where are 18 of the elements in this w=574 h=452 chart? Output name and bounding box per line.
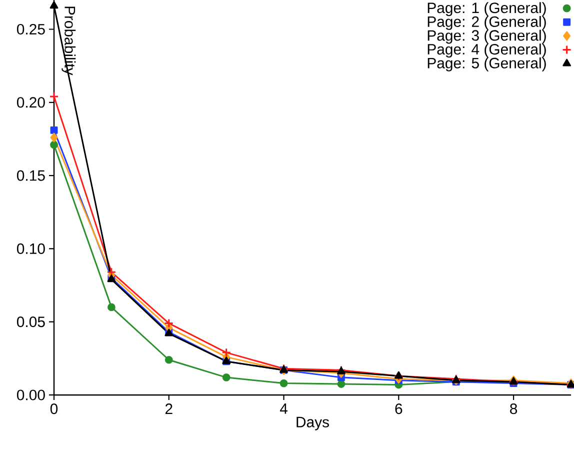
x-tick-label: 6	[395, 404, 402, 414]
x-axis-title: Days	[296, 416, 329, 430]
y-tick-label: 0.25	[16, 24, 45, 35]
x-tick-label: 0	[50, 404, 58, 414]
legend-label: Page: 1 (General)	[428, 2, 546, 16]
y-tick-label: 0.00	[16, 390, 45, 400]
y-tick-label: 0.20	[16, 97, 45, 108]
y-tick-label: 0.15	[16, 170, 45, 181]
x-tick-label: 8	[510, 404, 518, 414]
y-tick-label: 0.10	[16, 243, 45, 254]
x-tick-label: 2	[165, 404, 172, 414]
y-tick-label: 0.05	[16, 316, 45, 328]
legend-label: Page: 2 (General)	[428, 16, 546, 30]
x-tick-label: 4	[280, 404, 288, 414]
y-axis-title: Probability	[62, 6, 76, 76]
legend-label: Page: 4 (General)	[428, 44, 546, 58]
legend-label: Page: 5 (General)	[428, 57, 546, 72]
legend-label: Page: 3 (General)	[428, 30, 546, 44]
